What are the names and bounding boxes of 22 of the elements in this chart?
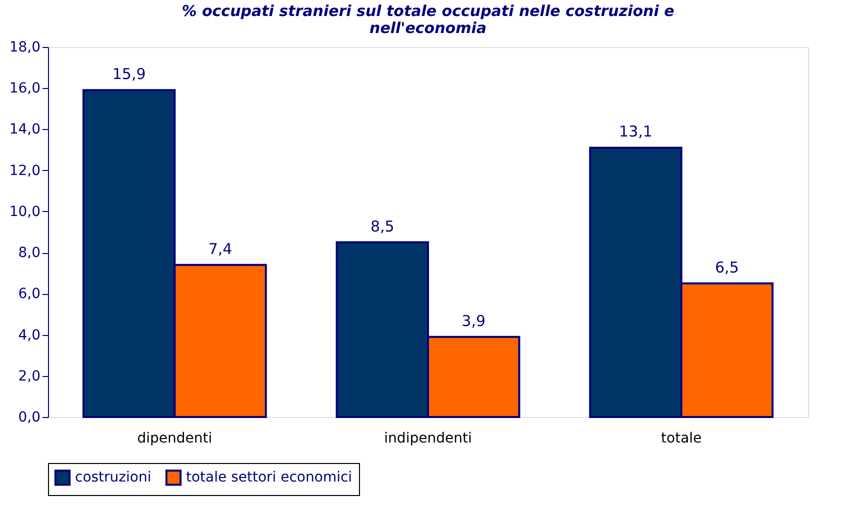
y-tick-label: 8,0	[18, 245, 40, 262]
data-label: 3,9	[462, 312, 486, 330]
y-tick-label: 4,0	[18, 327, 40, 344]
x-tick-label: indipendenti	[384, 430, 472, 446]
data-label: 6,5	[715, 258, 739, 276]
x-tick-label: dipendenti	[137, 430, 212, 446]
y-tick-label: 10,0	[9, 204, 40, 220]
y-tick-label: 16,0	[9, 80, 40, 97]
y-tick-label: 14,0	[9, 122, 40, 138]
x-tick-label: totale	[661, 430, 702, 446]
y-tick-label: 2,0	[18, 368, 40, 384]
data-label: 7,4	[208, 240, 232, 258]
legend-label: totale settori economici	[186, 470, 352, 486]
chart-title: % occupati stranieri sul totale occupati nelle costruzioni e nell'economia	[182, 2, 674, 37]
y-tick-label: 0,0	[18, 410, 40, 426]
data-label: 13,1	[619, 122, 652, 141]
data-label: 15,9	[112, 65, 146, 84]
legend-label: costruzioni	[75, 470, 152, 486]
y-tick-label: 12,0	[9, 162, 40, 179]
data-label: 8,5	[370, 217, 394, 236]
y-tick-label: 18,0	[9, 40, 40, 56]
y-tick-label: 6,0	[18, 286, 40, 302]
